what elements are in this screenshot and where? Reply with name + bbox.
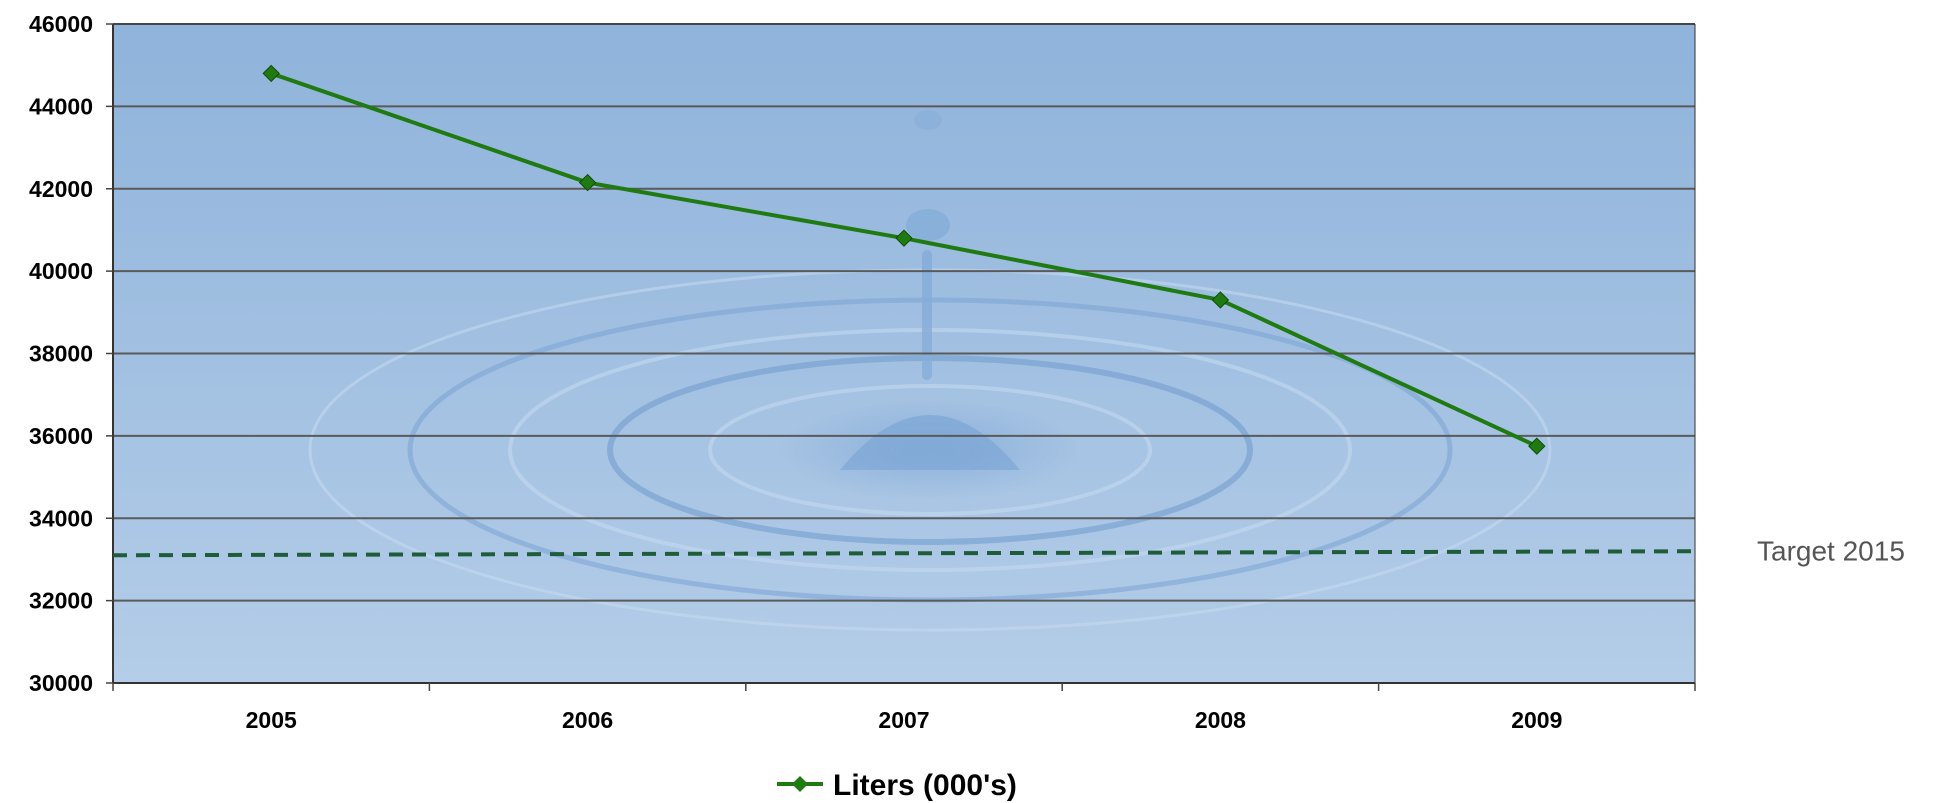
- legend: Liters (000's): [777, 769, 1017, 802]
- y-tick-label: 46000: [29, 11, 93, 37]
- data-point-marker: [895, 229, 913, 247]
- y-tick-label: 44000: [29, 93, 93, 119]
- data-point-marker: [262, 64, 280, 83]
- data-point-marker: [1211, 291, 1230, 309]
- x-tick-label: 2006: [562, 707, 613, 733]
- data-point-marker: [578, 173, 597, 192]
- y-tick-label: 32000: [29, 588, 93, 614]
- x-tick-label: 2007: [878, 707, 929, 733]
- y-tick-label: 40000: [29, 258, 93, 284]
- target-line-group: Target 2015: [112, 535, 1905, 566]
- x-tick-label: 2009: [1511, 707, 1562, 733]
- gridlines: [113, 23, 1695, 602]
- y-tick-label: 36000: [29, 423, 93, 449]
- x-tick-label: 2008: [1195, 707, 1246, 733]
- y-tick-label: 34000: [29, 505, 93, 531]
- y-tick-label: 30000: [29, 670, 93, 696]
- x-axis-ticks: 2005 2006 2007 2008 2009: [112, 683, 1696, 733]
- data-point-marker: [1528, 437, 1546, 455]
- target-label: Target 2015: [1757, 535, 1905, 566]
- series-group: [262, 64, 1546, 455]
- y-tick-label: 42000: [29, 176, 93, 202]
- x-tick-label: 2005: [246, 707, 297, 733]
- y-tick-label: 38000: [29, 341, 93, 367]
- legend-label: Liters (000's): [833, 769, 1017, 802]
- legend-marker: [792, 776, 808, 792]
- target-line: [112, 549, 1696, 558]
- y-axis-ticks: 30000 32000 34000 36000 38000 40000 42000 44000…: [29, 11, 113, 696]
